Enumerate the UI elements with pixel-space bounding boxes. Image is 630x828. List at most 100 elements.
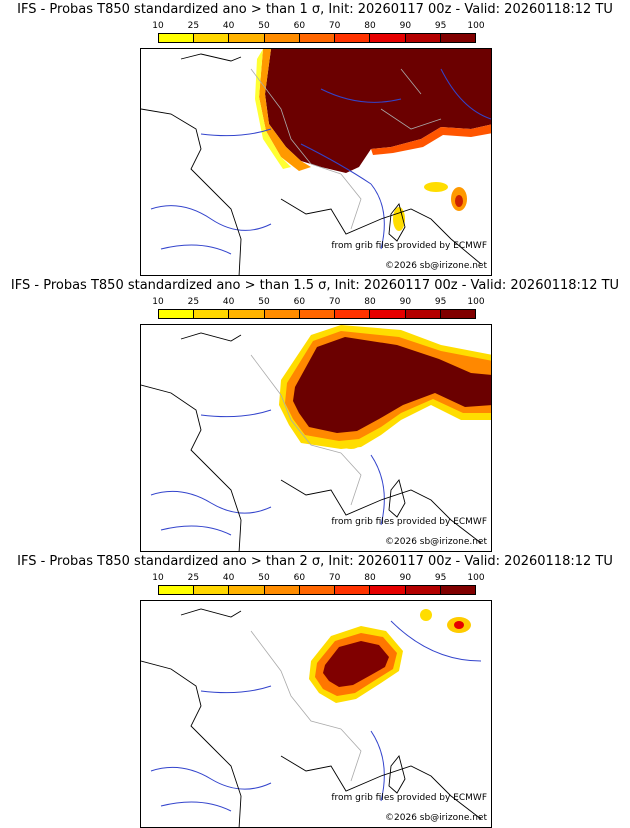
country-borders bbox=[250, 68, 442, 230]
colorbar-tick-label: 95 bbox=[434, 21, 447, 31]
colorbar-swatch bbox=[440, 310, 475, 318]
map-graphics bbox=[141, 325, 491, 551]
colorbar bbox=[158, 585, 476, 595]
probability-patch bbox=[343, 441, 359, 449]
panel-title: IFS - Probas T850 standardized ano > tha… bbox=[10, 278, 620, 293]
colorbar-swatch bbox=[370, 34, 406, 42]
colorbar-tick-label: 100 bbox=[467, 297, 485, 307]
probability-patch bbox=[393, 207, 405, 231]
panel-title: IFS - Probas T850 standardized ano > tha… bbox=[17, 554, 613, 569]
colorbar-tick-label: 80 bbox=[364, 297, 376, 307]
map-graphics bbox=[141, 608, 482, 827]
colorbar-swatch bbox=[440, 586, 475, 594]
colorbar bbox=[158, 309, 476, 319]
colorbar-tick-label: 95 bbox=[434, 297, 447, 307]
map: from grib files provided by ECMWF ©2026 … bbox=[140, 324, 492, 552]
colorbar-tick-label: 100 bbox=[467, 573, 485, 583]
colorbar-tick-label: 90 bbox=[399, 573, 412, 583]
colorbar-swatch bbox=[370, 310, 406, 318]
probability-fringe-outer bbox=[255, 49, 291, 169]
colorbar-swatch bbox=[264, 34, 300, 42]
colorbar-tick-label: 50 bbox=[258, 21, 270, 31]
colorbar-swatch bbox=[335, 34, 371, 42]
credit-copyright: ©2026 sb@irizone.net bbox=[385, 813, 487, 823]
credit-source: from grib files provided by ECMWF bbox=[331, 517, 487, 527]
credit-source: from grib files provided by ECMWF bbox=[331, 793, 487, 803]
colorbar-swatch bbox=[229, 310, 265, 318]
colorbar-tick-label: 70 bbox=[328, 21, 341, 31]
map-panel-2: IFS - Probas T850 standardized ano > tha… bbox=[0, 276, 630, 552]
colorbar-tick-label: 10 bbox=[152, 573, 164, 583]
coastline bbox=[141, 53, 482, 275]
colorbar-swatch bbox=[159, 310, 195, 318]
rivers bbox=[150, 409, 385, 536]
colorbar-swatch bbox=[335, 310, 371, 318]
probability-area bbox=[293, 337, 491, 433]
colorbar-swatch bbox=[229, 34, 265, 42]
map-graphics bbox=[141, 49, 491, 275]
colorbar-tick-label: 40 bbox=[222, 297, 235, 307]
colorbar-tick-label: 40 bbox=[222, 21, 235, 31]
colorbar-tick-label: 25 bbox=[187, 297, 200, 307]
credit-source: from grib files provided by ECMWF bbox=[331, 241, 487, 251]
colorbar-tick-label: 80 bbox=[364, 21, 376, 31]
colorbar-swatch bbox=[370, 586, 406, 594]
colorbar-swatch bbox=[299, 34, 336, 42]
probability-area bbox=[323, 641, 389, 687]
colorbar bbox=[158, 33, 476, 43]
colorbar-swatch bbox=[159, 586, 195, 594]
colorbar-tick-label: 60 bbox=[293, 21, 306, 31]
colorbar-tick-label: 100 bbox=[467, 21, 485, 31]
colorbar-swatch bbox=[194, 586, 230, 594]
colorbar-swatch bbox=[335, 586, 371, 594]
colorbar-tick-label: 70 bbox=[328, 573, 341, 583]
probability-fringe bbox=[371, 124, 491, 155]
coastline bbox=[141, 332, 482, 551]
colorbar-swatch bbox=[229, 586, 265, 594]
credit-copyright: ©2026 sb@irizone.net bbox=[385, 537, 487, 547]
colorbar-tick-label: 60 bbox=[293, 573, 306, 583]
panel-title: IFS - Probas T850 standardized ano > tha… bbox=[17, 2, 613, 17]
colorbar-tick-label: 60 bbox=[293, 297, 306, 307]
colorbar-tick-label: 50 bbox=[258, 573, 270, 583]
colorbar-tick-label: 50 bbox=[258, 297, 270, 307]
colorbar-tick-label: 10 bbox=[152, 21, 164, 31]
colorbar-swatch bbox=[405, 34, 441, 42]
colorbar-swatch bbox=[264, 310, 300, 318]
probability-fringe bbox=[259, 49, 311, 171]
coastline bbox=[141, 608, 482, 827]
colorbar-swatch bbox=[194, 310, 230, 318]
colorbar-labels: 10 25 40 50 60 70 80 90 95 100 bbox=[152, 21, 484, 31]
map: from grib files provided by ECMWF ©2026 … bbox=[140, 48, 492, 276]
map-panel-1: IFS - Probas T850 standardized ano > tha… bbox=[0, 0, 630, 276]
colorbar-swatch bbox=[264, 586, 300, 594]
map: from grib files provided by ECMWF ©2026 … bbox=[140, 600, 492, 828]
colorbar-swatch bbox=[194, 34, 230, 42]
colorbar-swatch bbox=[440, 34, 475, 42]
colorbar-swatch bbox=[405, 586, 441, 594]
probability-area bbox=[265, 49, 491, 173]
colorbar-swatch bbox=[299, 586, 336, 594]
colorbar-tick-label: 90 bbox=[399, 297, 412, 307]
colorbar-swatch bbox=[405, 310, 441, 318]
colorbar-tick-label: 90 bbox=[399, 21, 412, 31]
colorbar-tick-label: 25 bbox=[187, 21, 200, 31]
colorbar-swatch bbox=[299, 310, 336, 318]
probability-patch bbox=[454, 621, 464, 629]
colorbar-labels: 10 25 40 50 60 70 80 90 95 100 bbox=[152, 297, 484, 307]
colorbar-tick-label: 40 bbox=[222, 573, 235, 583]
map-panel-3: IFS - Probas T850 standardized ano > tha… bbox=[0, 552, 630, 828]
colorbar-tick-label: 10 bbox=[152, 297, 164, 307]
probability-patch bbox=[455, 195, 463, 207]
probability-patch bbox=[424, 182, 448, 192]
colorbar-tick-label: 80 bbox=[364, 573, 376, 583]
colorbar-tick-label: 70 bbox=[328, 297, 341, 307]
colorbar-tick-label: 95 bbox=[434, 573, 447, 583]
colorbar-swatch bbox=[159, 34, 195, 42]
country-borders bbox=[250, 630, 362, 782]
rivers bbox=[150, 620, 482, 812]
rivers bbox=[150, 68, 491, 255]
probability-patch bbox=[420, 609, 432, 621]
colorbar-labels: 10 25 40 50 60 70 80 90 95 100 bbox=[152, 573, 484, 583]
credit-copyright: ©2026 sb@irizone.net bbox=[385, 261, 487, 271]
